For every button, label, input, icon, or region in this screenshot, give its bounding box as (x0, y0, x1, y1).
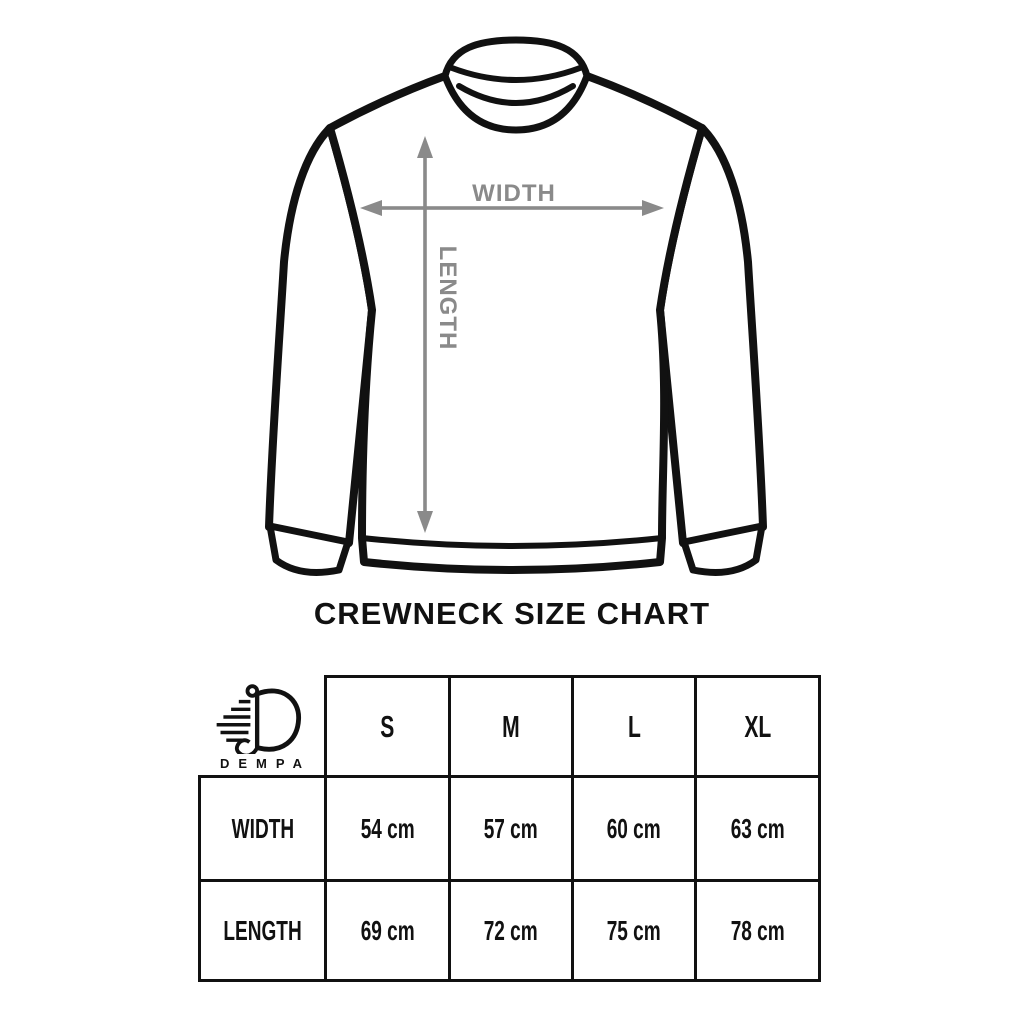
size-column-header-m: M (451, 675, 574, 778)
waistband-seam (359, 535, 665, 549)
size-column-header-xl: XL (697, 675, 821, 778)
width-arrow (360, 200, 664, 216)
length-value-s: 69 cm (327, 882, 451, 982)
length-measure-label: LENGTH (434, 246, 461, 351)
width-measure-label: WIDTH (472, 180, 556, 207)
collar-inner-seam-bottom (456, 83, 576, 106)
size-chart-table: DEMPA S M L XL WIDTH 54 cm 57 cm 60 cm 6… (198, 675, 821, 982)
logo-speed-lines (216, 699, 251, 742)
collar-inner-seam-top (449, 65, 583, 83)
width-value-m: 57 cm (451, 778, 574, 882)
size-column-header-s: S (327, 675, 451, 778)
length-value-xl: 78 cm (697, 882, 821, 982)
brand-logo-cell: DEMPA (198, 675, 327, 778)
brand-name: DEMPA (220, 755, 311, 771)
length-arrow (417, 136, 433, 533)
length-value-m: 72 cm (451, 882, 574, 982)
left-cuff (266, 522, 352, 576)
length-row-label: LENGTH (198, 882, 327, 982)
collar-outline (441, 36, 591, 134)
width-value-s: 54 cm (327, 778, 451, 882)
body-outline (326, 72, 706, 574)
size-column-header-l: L (574, 675, 697, 778)
length-value-l: 75 cm (574, 882, 697, 982)
crewneck-garment-illustration: WIDTH LENGTH (265, 36, 767, 576)
dempa-logo-icon (216, 683, 302, 754)
width-value-l: 60 cm (574, 778, 697, 882)
page-title: CREWNECK SIZE CHART (313, 596, 711, 631)
right-cuff (680, 522, 766, 576)
width-row-label: WIDTH (198, 778, 327, 882)
width-value-xl: 63 cm (697, 778, 821, 882)
